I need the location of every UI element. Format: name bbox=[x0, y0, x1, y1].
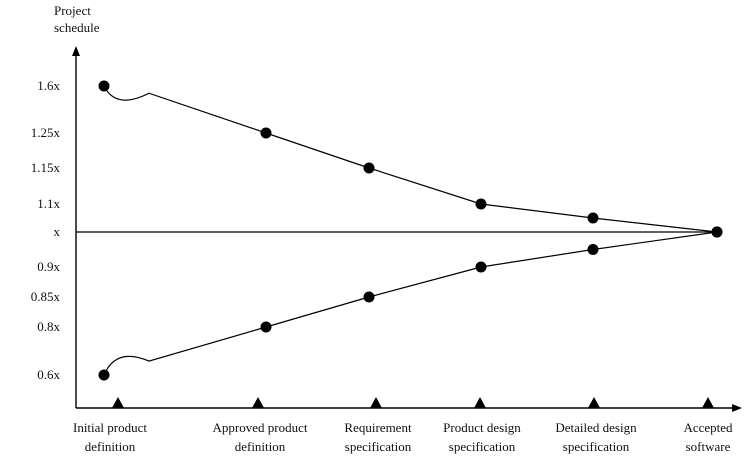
upper-bound-point bbox=[260, 127, 272, 139]
x-milestone-triangle-icon bbox=[474, 397, 486, 408]
y-tick-label: 0.9x bbox=[37, 259, 60, 274]
upper-bound-point bbox=[475, 198, 487, 210]
upper-bound-point bbox=[98, 80, 110, 92]
x-category-label: specification bbox=[449, 439, 516, 454]
upper-bound-line bbox=[103, 85, 718, 233]
x-milestone-triangle-icon bbox=[588, 397, 600, 408]
x-category-label: Approved product bbox=[213, 420, 308, 435]
lower-bound-point bbox=[587, 244, 599, 255]
y-tick-label: 1.25x bbox=[31, 125, 61, 140]
x-category-label: specification bbox=[563, 439, 630, 454]
y-tick-label: 1.1x bbox=[37, 196, 60, 211]
y-tick-label: 1.6x bbox=[37, 78, 60, 93]
y-axis-title-line: Project bbox=[54, 3, 91, 18]
x-milestone-triangle-icon bbox=[112, 397, 124, 408]
upper-bound-point bbox=[363, 162, 375, 174]
x-category-label: definition bbox=[235, 439, 286, 454]
lower-bound-point bbox=[711, 226, 723, 238]
lower-bound-point bbox=[475, 261, 487, 273]
x-category-label: Detailed design bbox=[555, 420, 637, 435]
y-axis-title-line: schedule bbox=[54, 20, 100, 35]
y-tick-label: 1.15x bbox=[31, 160, 61, 175]
x-category-label: definition bbox=[85, 439, 136, 454]
x-category-label: Initial product bbox=[73, 420, 147, 435]
series-lines bbox=[76, 85, 718, 376]
labels: Project schedule 1.6x 1.25x 1.15x 1.1x x 0.9x 0.… bbox=[31, 3, 733, 454]
upper-bound-point bbox=[587, 212, 599, 224]
x-category-label: Requirement bbox=[344, 420, 412, 435]
x-axis-arrow-icon bbox=[732, 404, 742, 412]
x-milestone-triangle-icon bbox=[370, 397, 382, 408]
x-category-label: specification bbox=[345, 439, 412, 454]
lower-bound-line bbox=[103, 231, 718, 376]
x-milestone-triangle-icon bbox=[702, 397, 714, 408]
lower-bound-point bbox=[363, 291, 375, 303]
y-tick-label: 0.85x bbox=[31, 289, 61, 304]
lower-bound-point bbox=[260, 321, 272, 333]
x-category-label: Accepted bbox=[683, 420, 733, 435]
data-points bbox=[98, 80, 723, 381]
axes bbox=[72, 46, 742, 412]
y-tick-label: x bbox=[54, 224, 61, 239]
x-category-label: Product design bbox=[443, 420, 521, 435]
y-axis-arrow-icon bbox=[72, 46, 80, 56]
y-tick-label: 0.8x bbox=[37, 319, 60, 334]
y-tick-label: 0.6x bbox=[37, 367, 60, 382]
lower-bound-point bbox=[98, 369, 110, 381]
x-category-label: software bbox=[686, 439, 731, 454]
x-milestone-triangle-icon bbox=[252, 397, 264, 408]
